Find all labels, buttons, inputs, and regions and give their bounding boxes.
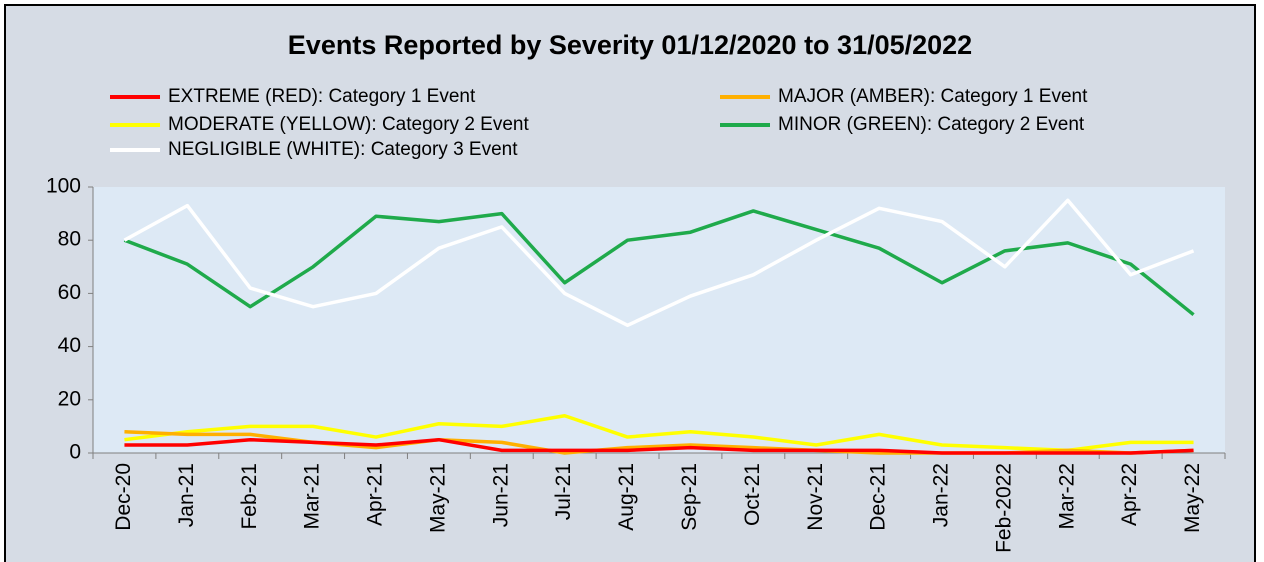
series-line <box>124 437 1194 455</box>
y-tick-label: 0 <box>69 441 81 464</box>
x-tick-label: Sep-21 <box>678 463 701 531</box>
x-tick-label: Dec-21 <box>867 463 890 531</box>
x-tick-label: Feb-21 <box>238 463 261 530</box>
x-tick-label: Aug-21 <box>615 463 638 531</box>
x-tick-label: May-22 <box>1181 463 1204 533</box>
x-tick-label: Oct-21 <box>741 463 764 526</box>
x-tick-label: Mar-21 <box>301 463 324 530</box>
plot-area <box>93 187 1225 453</box>
series-line <box>123 198 1195 328</box>
x-tick-label: Dec-20 <box>112 463 135 531</box>
legend-label: MINOR (GREEN): Category 2 Event <box>778 114 1085 135</box>
y-tick-label: 80 <box>58 228 81 251</box>
legend-label: MODERATE (YELLOW): Category 2 Event <box>168 114 529 135</box>
y-tick-label: 40 <box>58 334 81 357</box>
x-tick-label: Feb-2022 <box>992 463 1015 553</box>
x-tick-label: Jul-21 <box>552 463 575 520</box>
legend-label: MAJOR (AMBER): Category 1 Event <box>778 86 1088 107</box>
legend-label: NEGLIGIBLE (WHITE): Category 3 Event <box>168 139 518 160</box>
x-tick-label: May-21 <box>426 463 449 533</box>
x-tick-label: Apr-22 <box>1118 463 1141 526</box>
x-tick-label: Jan-22 <box>930 463 953 527</box>
x-tick-label: Apr-21 <box>364 463 387 526</box>
y-tick-label: 60 <box>58 281 81 304</box>
legend-label: EXTREME (RED): Category 1 Event <box>168 86 476 107</box>
x-tick-label: Jun-21 <box>489 463 512 527</box>
x-tick-label: Mar-22 <box>1055 463 1078 530</box>
chart-border <box>4 4 1256 562</box>
chart-title: Events Reported by Severity 01/12/2020 t… <box>288 30 972 60</box>
series-line <box>123 209 1195 317</box>
x-tick-label: Jan-21 <box>175 463 198 527</box>
y-tick-label: 20 <box>58 387 81 410</box>
series-line <box>124 414 1194 453</box>
y-tick-label: 100 <box>46 175 81 198</box>
x-tick-label: Nov-21 <box>804 463 827 531</box>
